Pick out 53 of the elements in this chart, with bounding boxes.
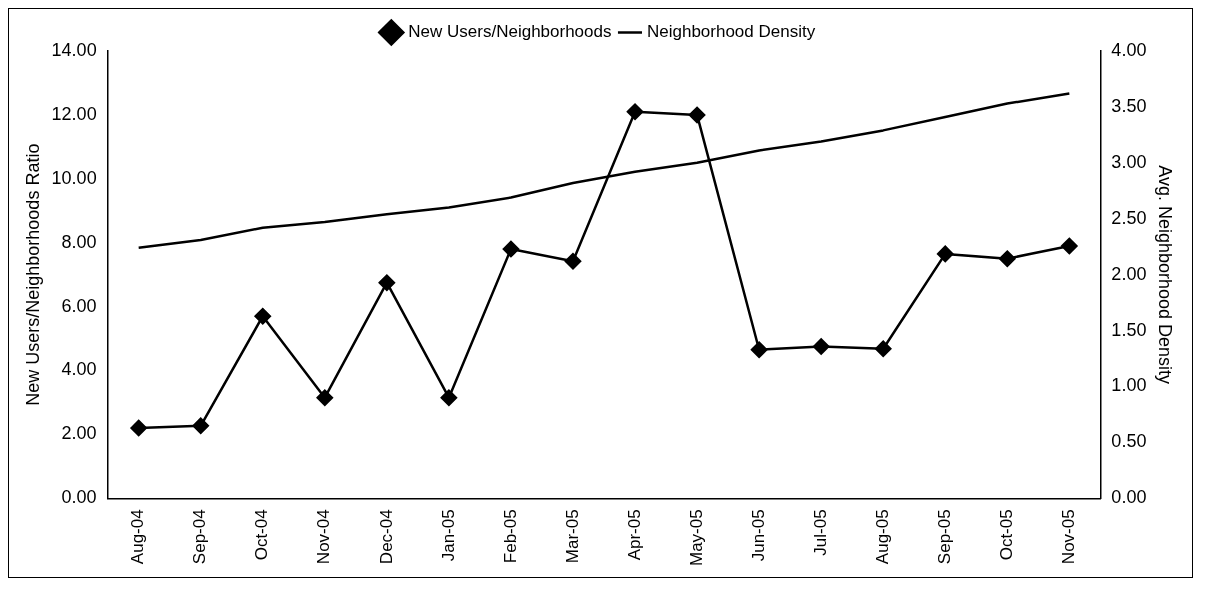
point (812, 338, 830, 355)
y2-tick-label: 1.00 (1111, 375, 1147, 396)
x-tick-label: Sep-05 (934, 509, 954, 565)
x-tick-label: Feb-05 (500, 509, 520, 564)
point (130, 419, 147, 437)
point (1061, 237, 1078, 255)
x-tick-label: Oct-04 (252, 509, 272, 561)
y-tick-label: 4.00 (61, 359, 97, 380)
point (999, 250, 1016, 267)
x-tick-label: Dec-04 (376, 509, 396, 565)
point (502, 240, 520, 258)
legend-label: Neighborhood Density (646, 22, 816, 42)
y-tick-label: 8.00 (61, 231, 97, 252)
y2-tick-label: 3.00 (1111, 151, 1147, 172)
y2-axis-title: Avg. Neighborhood Density (1155, 165, 1176, 385)
point (316, 389, 334, 406)
y-tick-label: 2.00 (61, 423, 97, 444)
point (626, 103, 644, 120)
x-tick-label: May-05 (686, 509, 706, 566)
y2-tick-label: 0.50 (1111, 431, 1147, 452)
y2-tick-label: 0.00 (1111, 487, 1147, 508)
point (440, 389, 458, 406)
y-tick-label: 6.00 (61, 295, 97, 316)
x-tick-label: Mar-05 (562, 509, 582, 564)
x-tick-label: Jan-05 (438, 509, 458, 562)
y-tick-label: 12.00 (51, 103, 97, 124)
x-tick-label: Nov-04 (314, 509, 334, 565)
x-tick-label: Aug-04 (128, 509, 148, 565)
y-tick-label: 10.00 (51, 167, 97, 188)
x-tick-label: Aug-05 (872, 509, 892, 565)
x-tick-label: Oct-05 (996, 509, 1016, 561)
point (750, 341, 768, 358)
point (192, 417, 209, 435)
y2-tick-label: 4.00 (1111, 39, 1147, 60)
x-tick-label: Apr-05 (624, 509, 644, 561)
legend-label: New Users/Neighborhoods (408, 22, 612, 42)
point (874, 340, 892, 358)
x-tick-label: Sep-04 (190, 509, 210, 565)
point (254, 307, 272, 325)
point (688, 106, 706, 124)
x-tick-label: Jun-05 (748, 509, 768, 562)
y2-tick-label: 2.50 (1111, 207, 1147, 228)
point (564, 252, 582, 270)
y-tick-label: 0.00 (61, 487, 97, 508)
point (937, 245, 954, 263)
y2-tick-label: 3.50 (1111, 95, 1147, 116)
x-tick-label: Nov-05 (1059, 509, 1079, 565)
x-tick-label: Jul-05 (810, 509, 830, 556)
y-tick-label: 14.00 (51, 39, 97, 60)
y-axis-title: New Users/Neighborhoods Ratio (22, 143, 43, 406)
y2-tick-label: 1.50 (1111, 319, 1147, 340)
y2-tick-label: 2.00 (1111, 263, 1147, 284)
point (378, 274, 396, 291)
